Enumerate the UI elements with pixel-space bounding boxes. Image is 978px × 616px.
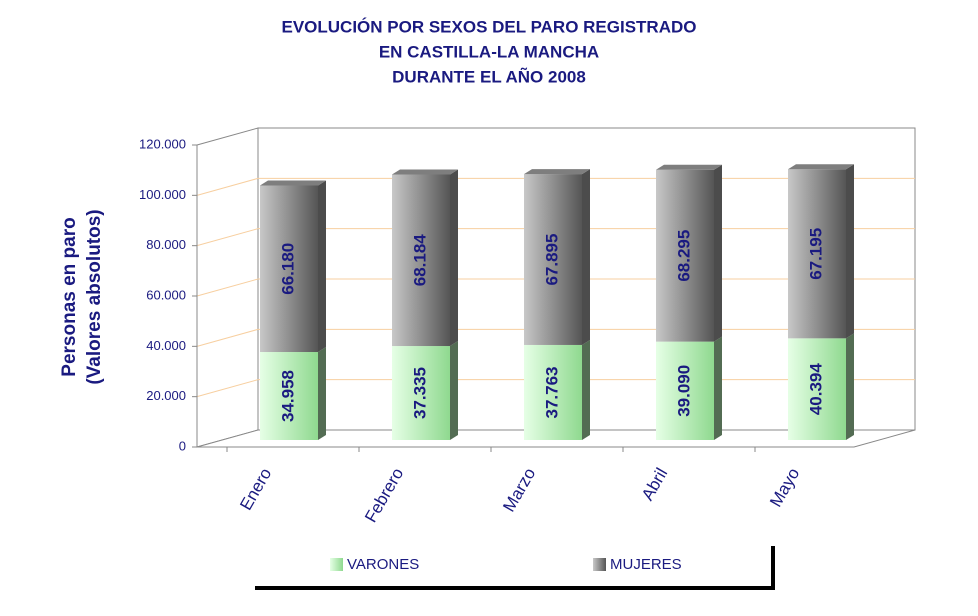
bar-side — [582, 169, 590, 345]
data-label: 40.394 — [806, 363, 825, 416]
data-label: 68.295 — [674, 230, 693, 282]
bar-side — [450, 341, 458, 440]
y-axis-label: Personas en paro — [59, 217, 80, 376]
chart-title: DURANTE EL AÑO 2008 — [392, 66, 586, 86]
x-tick-label: Febrero — [361, 465, 407, 526]
y-tick-label: 120.000 — [139, 136, 186, 151]
bar-segment — [656, 169, 714, 342]
x-tick-label: Abril — [638, 465, 671, 504]
bar-top — [524, 169, 590, 175]
y-tick-label: 20.000 — [146, 388, 186, 403]
bar-top — [260, 180, 326, 186]
bar-side — [846, 333, 854, 440]
bar-top — [656, 164, 722, 170]
x-tick-label: Marzo — [499, 465, 539, 515]
bar-segment — [524, 174, 582, 345]
bar-side — [450, 169, 458, 347]
bar-side — [714, 164, 722, 342]
legend-swatch — [593, 558, 606, 571]
bar-segment — [392, 174, 450, 347]
chart-title: EN CASTILLA-LA MANCHA — [379, 42, 599, 61]
y-tick-label: 100.000 — [139, 187, 186, 202]
bar-top — [392, 169, 458, 175]
bar-side — [846, 164, 854, 339]
y-tick-label: 80.000 — [146, 237, 186, 252]
bar-segment — [260, 352, 318, 440]
bar-segment — [788, 338, 846, 440]
data-label: 37.763 — [542, 366, 561, 418]
y-tick-label: 40.000 — [146, 338, 186, 353]
bar-segment — [656, 341, 714, 440]
data-label: 68.184 — [410, 234, 429, 287]
data-label: 37.335 — [410, 367, 429, 419]
y-tick-label: 0 — [179, 438, 186, 453]
bar-side — [318, 347, 326, 440]
data-label: 66.180 — [278, 243, 297, 295]
bar-side — [714, 336, 722, 440]
legend-label: VARONES — [347, 556, 419, 573]
bar-top — [788, 164, 854, 170]
bar-side — [582, 339, 590, 440]
x-tick-label: Mayo — [766, 465, 803, 511]
legend-label: MUJERES — [610, 556, 682, 573]
x-tick-label: Enero — [236, 465, 275, 514]
y-axis-label: (Valores absolutos) — [84, 209, 105, 384]
bar-segment — [788, 169, 846, 339]
bar-segment — [260, 185, 318, 353]
data-label: 39.090 — [674, 365, 693, 417]
data-label: 67.195 — [806, 228, 825, 280]
y-tick-label: 60.000 — [146, 287, 186, 302]
bar-segment — [392, 346, 450, 440]
legend-swatch — [330, 558, 343, 571]
data-label: 67.895 — [542, 234, 561, 286]
bar-side — [318, 180, 326, 353]
data-label: 34.958 — [278, 370, 297, 422]
chart-title: EVOLUCIÓN POR SEXOS DEL PARO REGISTRADO — [282, 17, 697, 36]
bar-segment — [524, 344, 582, 440]
